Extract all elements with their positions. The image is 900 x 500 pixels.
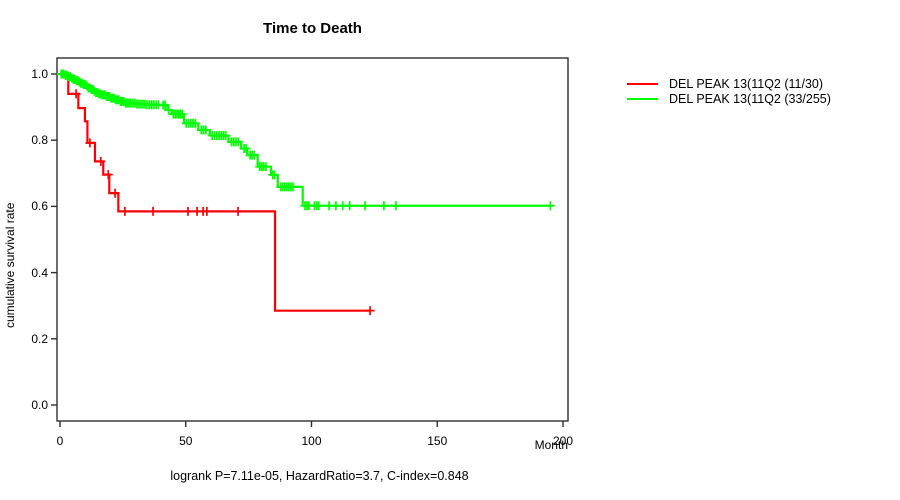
y-tick-label: 0.4 [31, 265, 48, 280]
y-tick-label: 0.6 [31, 199, 48, 214]
legend-label: DEL PEAK 13(11Q2 (11/30) [669, 76, 824, 91]
plot-border [56, 57, 569, 422]
legend-item: DEL PEAK 13(11Q2 (11/30) [627, 76, 831, 91]
x-tick-label: 150 [427, 434, 448, 448]
survival-curve-red [60, 72, 371, 312]
x-tick-label: 50 [179, 434, 193, 448]
logrank-stats-text: logrank P=7.11e-05, HazardRatio=3.7, C-i… [170, 469, 469, 483]
chart-title: Time to Death [263, 20, 362, 37]
x-axis-label: Month [534, 438, 568, 452]
legend: DEL PEAK 13(11Q2 (11/30) DEL PEAK 13(11Q… [627, 76, 831, 106]
censor-marks-green [56, 69, 555, 211]
survival-curve-green [60, 72, 551, 207]
y-tick-label: 0.0 [31, 398, 48, 412]
y-tick-label: 0.2 [31, 331, 48, 346]
y-tick-label: 1.0 [31, 67, 48, 81]
legend-line-red [627, 82, 658, 85]
x-tick-label: 0 [56, 434, 64, 448]
x-tick-label: 100 [301, 434, 322, 448]
legend-label: DEL PEAK 13(11Q2 (33/255) [669, 91, 831, 106]
x-tick-label: 200 [552, 434, 574, 448]
censor-marks-red [71, 89, 375, 316]
legend-line-green [627, 97, 658, 100]
legend-item: DEL PEAK 13(11Q2 (33/255) [627, 91, 831, 106]
y-tick-label: 0.8 [31, 133, 48, 148]
